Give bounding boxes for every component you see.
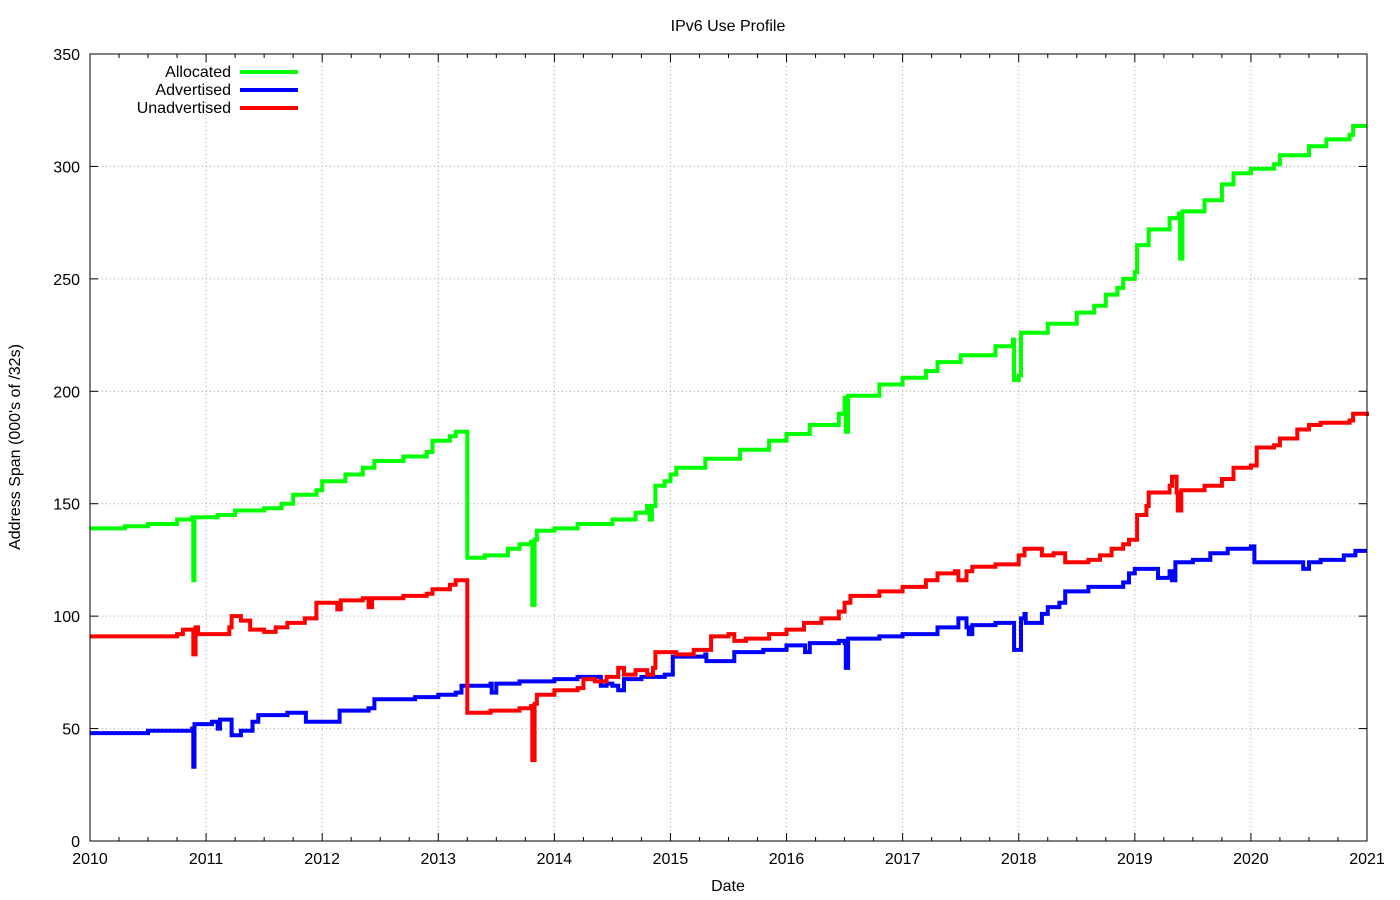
- y-tick-label: 300: [53, 159, 80, 176]
- y-tick-label: 200: [53, 384, 80, 401]
- series-line-allocated: [90, 124, 1367, 607]
- series-line-advertised: [90, 544, 1367, 769]
- y-tick-label: 50: [62, 722, 80, 739]
- axis-ticks: 2010 2011 2012 2013 2014 2015 2016 2017 2018 2019…: [53, 47, 1385, 868]
- y-tick-label: 0: [71, 834, 80, 851]
- x-axis-title: Date: [711, 878, 745, 895]
- x-tick-label: 2019: [1117, 851, 1153, 868]
- series-line-unadvertised: [90, 411, 1369, 763]
- x-tick-label: 2018: [1001, 851, 1037, 868]
- y-tick-label: 150: [53, 497, 80, 514]
- legend-label-advertised: Advertised: [155, 82, 231, 99]
- x-tick-label: 2015: [653, 851, 689, 868]
- y-tick-label: 250: [53, 272, 80, 289]
- x-tick-label: 2020: [1233, 851, 1269, 868]
- series-lines: [90, 124, 1369, 769]
- x-tick-label: 2011: [189, 851, 224, 868]
- x-tick-label: 2021: [1349, 851, 1385, 868]
- x-tick-label: 2012: [304, 851, 340, 868]
- y-axis-title: Address Span (000's of /32s): [7, 344, 24, 550]
- x-tick-label: 2013: [420, 851, 456, 868]
- x-tick-label: 2010: [72, 851, 108, 868]
- x-tick-label: 2014: [537, 851, 573, 868]
- x-tick-label: 2016: [769, 851, 805, 868]
- grid-lines: [90, 54, 1367, 841]
- chart-title: IPv6 Use Profile: [671, 18, 786, 35]
- x-tick-label: 2017: [885, 851, 921, 868]
- legend-label-unadvertised: Unadvertised: [137, 100, 231, 117]
- y-tick-label: 350: [53, 47, 80, 64]
- y-tick-label: 100: [53, 609, 80, 626]
- legend-label-allocated: Allocated: [165, 64, 231, 81]
